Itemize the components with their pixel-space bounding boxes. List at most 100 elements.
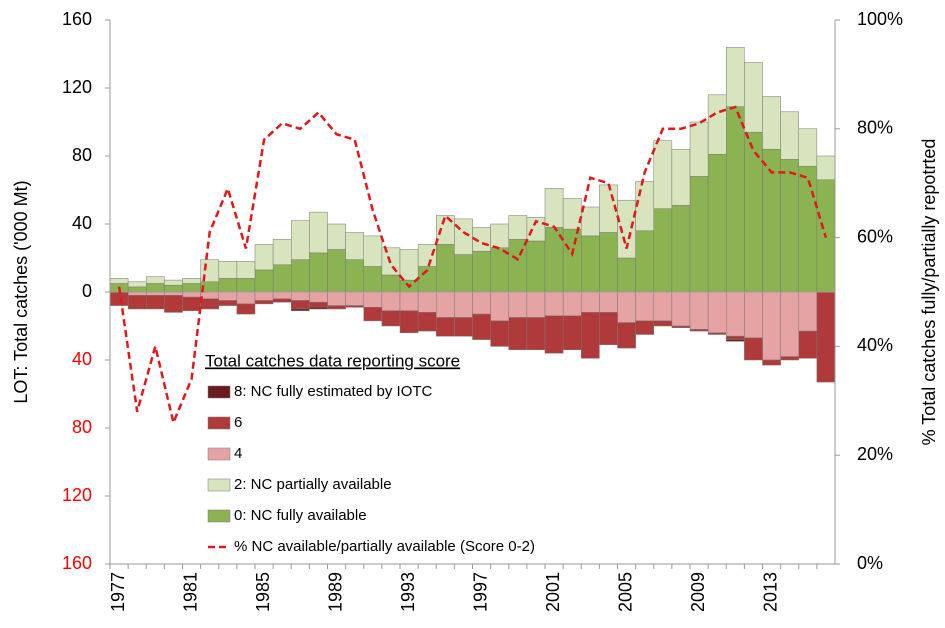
bar <box>581 235 600 293</box>
bar <box>309 211 328 254</box>
bar <box>798 291 818 332</box>
bar <box>345 291 364 306</box>
bar <box>363 307 383 322</box>
bar <box>327 291 346 306</box>
legend-label: 2: NC partially available <box>234 476 392 493</box>
bar <box>617 291 636 323</box>
bar <box>399 310 419 334</box>
bar <box>508 215 528 240</box>
bar <box>599 291 618 313</box>
bar <box>218 261 238 279</box>
bar <box>490 291 509 322</box>
bar <box>254 244 274 271</box>
bar <box>508 291 528 318</box>
x-tick-label: 2005 <box>615 572 635 612</box>
y-tick-label: 80 <box>72 417 92 437</box>
bar <box>182 291 201 298</box>
bar <box>762 359 781 366</box>
bar <box>526 291 546 318</box>
bar <box>254 291 274 301</box>
bar <box>671 291 691 327</box>
bar <box>599 232 618 293</box>
x-tick-label: 2001 <box>543 572 563 612</box>
bar <box>127 295 147 310</box>
bar <box>417 244 437 267</box>
bar <box>399 291 419 311</box>
bar <box>291 220 310 260</box>
bar <box>363 235 383 267</box>
bar <box>309 301 328 308</box>
bar <box>726 291 745 337</box>
y2-tick-label: 0% <box>857 553 883 573</box>
bar <box>544 188 564 228</box>
y2-tick-label: 20% <box>857 444 893 464</box>
bar <box>726 335 745 340</box>
bar <box>798 330 818 359</box>
bar <box>327 223 346 250</box>
bar <box>780 111 799 160</box>
bar <box>816 291 836 383</box>
bar <box>816 155 836 181</box>
bar <box>345 232 364 260</box>
bar <box>635 320 654 335</box>
bar <box>363 266 383 293</box>
bar <box>381 310 401 327</box>
bar <box>146 295 165 310</box>
y2-axis-label: % Total catches fully/partially repotrte… <box>919 139 939 446</box>
bar <box>272 239 292 266</box>
bar <box>780 291 799 357</box>
bar <box>526 317 546 351</box>
y-tick-label: 0 <box>82 281 92 301</box>
bar <box>617 322 636 349</box>
bar <box>581 206 600 237</box>
bar <box>381 274 401 293</box>
bar <box>436 317 455 337</box>
y2-tick-label: 80% <box>857 118 893 138</box>
bar <box>544 291 564 317</box>
bar <box>562 198 582 230</box>
bar <box>236 261 256 279</box>
bar <box>762 96 781 150</box>
bar <box>236 291 256 305</box>
bar <box>744 337 763 361</box>
bar <box>671 148 691 206</box>
y-tick-label: 120 <box>62 77 92 97</box>
bar <box>707 154 727 293</box>
y2-tick-label: 100% <box>857 9 903 29</box>
bar <box>671 205 691 293</box>
bar <box>798 165 818 293</box>
y-tick-label: 120 <box>62 485 92 505</box>
legend-label: 0: NC fully available <box>234 507 367 524</box>
y-tick-label: 160 <box>62 9 92 29</box>
bar <box>327 249 346 293</box>
bar <box>762 291 781 361</box>
bar <box>562 228 582 293</box>
bar <box>689 291 709 330</box>
bar <box>381 291 401 311</box>
bar <box>146 276 165 284</box>
bar <box>653 320 673 327</box>
y-tick-label: 40 <box>72 213 92 233</box>
bar <box>345 259 364 293</box>
bar <box>399 249 419 281</box>
bar <box>218 300 238 306</box>
bar <box>472 313 491 340</box>
y-tick-label: 40 <box>72 349 92 369</box>
y-tick-label: 80 <box>72 145 92 165</box>
y-tick-label: 160 <box>62 553 92 573</box>
bar <box>272 291 292 300</box>
x-tick-label: 1981 <box>180 572 200 612</box>
bar <box>526 216 546 242</box>
x-tick-label: 2013 <box>760 572 780 612</box>
x-tick-label: 1985 <box>253 572 273 612</box>
bar <box>744 62 763 133</box>
bar <box>653 208 673 293</box>
bar <box>490 223 509 249</box>
bar <box>581 312 600 359</box>
bar <box>526 240 546 293</box>
bar <box>726 106 745 293</box>
legend-title: Total catches data reporting score <box>205 351 460 370</box>
legend-label: 4 <box>234 445 242 462</box>
bar <box>744 131 763 293</box>
bar <box>635 181 654 232</box>
